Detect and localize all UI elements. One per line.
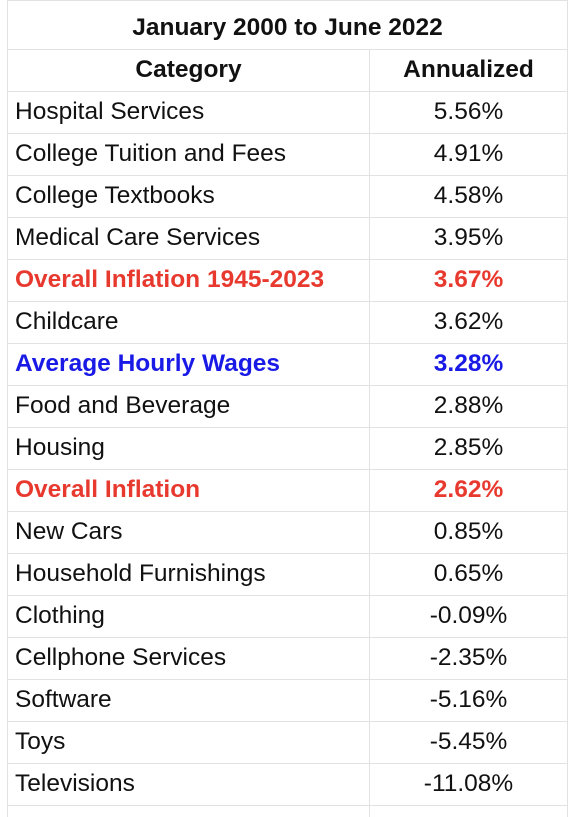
table-row: New Cars 0.85%: [7, 511, 569, 554]
inflation-table: January 2000 to June 2022 Category Annua…: [6, 0, 569, 817]
header-row: Category Annualized: [7, 49, 569, 92]
category-cell[interactable]: Household Furnishings: [7, 553, 370, 596]
table-row: Average Hourly Wages 3.28%: [7, 343, 569, 386]
category-cell[interactable]: Childcare: [7, 301, 370, 344]
annualized-cell[interactable]: -2.35%: [368, 637, 569, 680]
category-cell[interactable]: Overall Inflation: [7, 469, 370, 512]
table-row: Clothing -0.09%: [7, 595, 569, 638]
table-row: College Textbooks 4.58%: [7, 175, 569, 218]
table-row: Televisions -11.08%: [7, 763, 569, 806]
annualized-cell[interactable]: 2.62%: [368, 469, 569, 512]
table-row: Childcare 3.62%: [7, 301, 569, 344]
table-row: Housing 2.85%: [7, 427, 569, 470]
header-annualized[interactable]: Annualized: [368, 49, 569, 92]
category-cell[interactable]: Toys: [7, 721, 370, 764]
annualized-cell[interactable]: 3.67%: [368, 259, 569, 302]
annualized-cell[interactable]: -11.08%: [368, 763, 569, 806]
category-cell[interactable]: Food and Beverage: [7, 385, 370, 428]
header-category[interactable]: Category: [7, 49, 370, 92]
annualized-cell[interactable]: 3.62%: [368, 301, 569, 344]
annualized-cell[interactable]: -0.09%: [368, 595, 569, 638]
category-cell[interactable]: Overall Inflation 1945-2023: [7, 259, 370, 302]
category-cell[interactable]: Software: [7, 679, 370, 722]
table-row: Toys -5.45%: [7, 721, 569, 764]
category-cell[interactable]: Medical Care Services: [7, 217, 370, 260]
category-cell[interactable]: Clothing: [7, 595, 370, 638]
table-title[interactable]: January 2000 to June 2022: [6, 0, 569, 50]
empty-cell[interactable]: [7, 805, 370, 817]
category-cell[interactable]: Hospital Services: [7, 91, 370, 134]
annualized-cell[interactable]: -5.16%: [368, 679, 569, 722]
table-row: Cellphone Services -2.35%: [7, 637, 569, 680]
annualized-cell[interactable]: 0.85%: [368, 511, 569, 554]
table-row: Overall Inflation 2.62%: [7, 469, 569, 512]
empty-row: [7, 805, 569, 817]
annualized-cell[interactable]: 2.88%: [368, 385, 569, 428]
title-row: January 2000 to June 2022: [6, 0, 569, 50]
table-row: Hospital Services 5.56%: [7, 91, 569, 134]
category-cell[interactable]: Housing: [7, 427, 370, 470]
annualized-cell[interactable]: 0.65%: [368, 553, 569, 596]
table-row: Software -5.16%: [7, 679, 569, 722]
annualized-cell[interactable]: 3.28%: [368, 343, 569, 386]
category-cell[interactable]: College Tuition and Fees: [7, 133, 370, 176]
empty-cell[interactable]: [368, 805, 569, 817]
annualized-cell[interactable]: 5.56%: [368, 91, 569, 134]
annualized-cell[interactable]: 4.58%: [368, 175, 569, 218]
category-cell[interactable]: College Textbooks: [7, 175, 370, 218]
category-cell[interactable]: Average Hourly Wages: [7, 343, 370, 386]
annualized-cell[interactable]: 3.95%: [368, 217, 569, 260]
table-row: Household Furnishings 0.65%: [7, 553, 569, 596]
table-row: Food and Beverage 2.88%: [7, 385, 569, 428]
table-row: Medical Care Services 3.95%: [7, 217, 569, 260]
annualized-cell[interactable]: 2.85%: [368, 427, 569, 470]
category-cell[interactable]: Cellphone Services: [7, 637, 370, 680]
annualized-cell[interactable]: -5.45%: [368, 721, 569, 764]
category-cell[interactable]: New Cars: [7, 511, 370, 554]
table-row: College Tuition and Fees 4.91%: [7, 133, 569, 176]
annualized-cell[interactable]: 4.91%: [368, 133, 569, 176]
table-row: Overall Inflation 1945-2023 3.67%: [7, 259, 569, 302]
category-cell[interactable]: Televisions: [7, 763, 370, 806]
